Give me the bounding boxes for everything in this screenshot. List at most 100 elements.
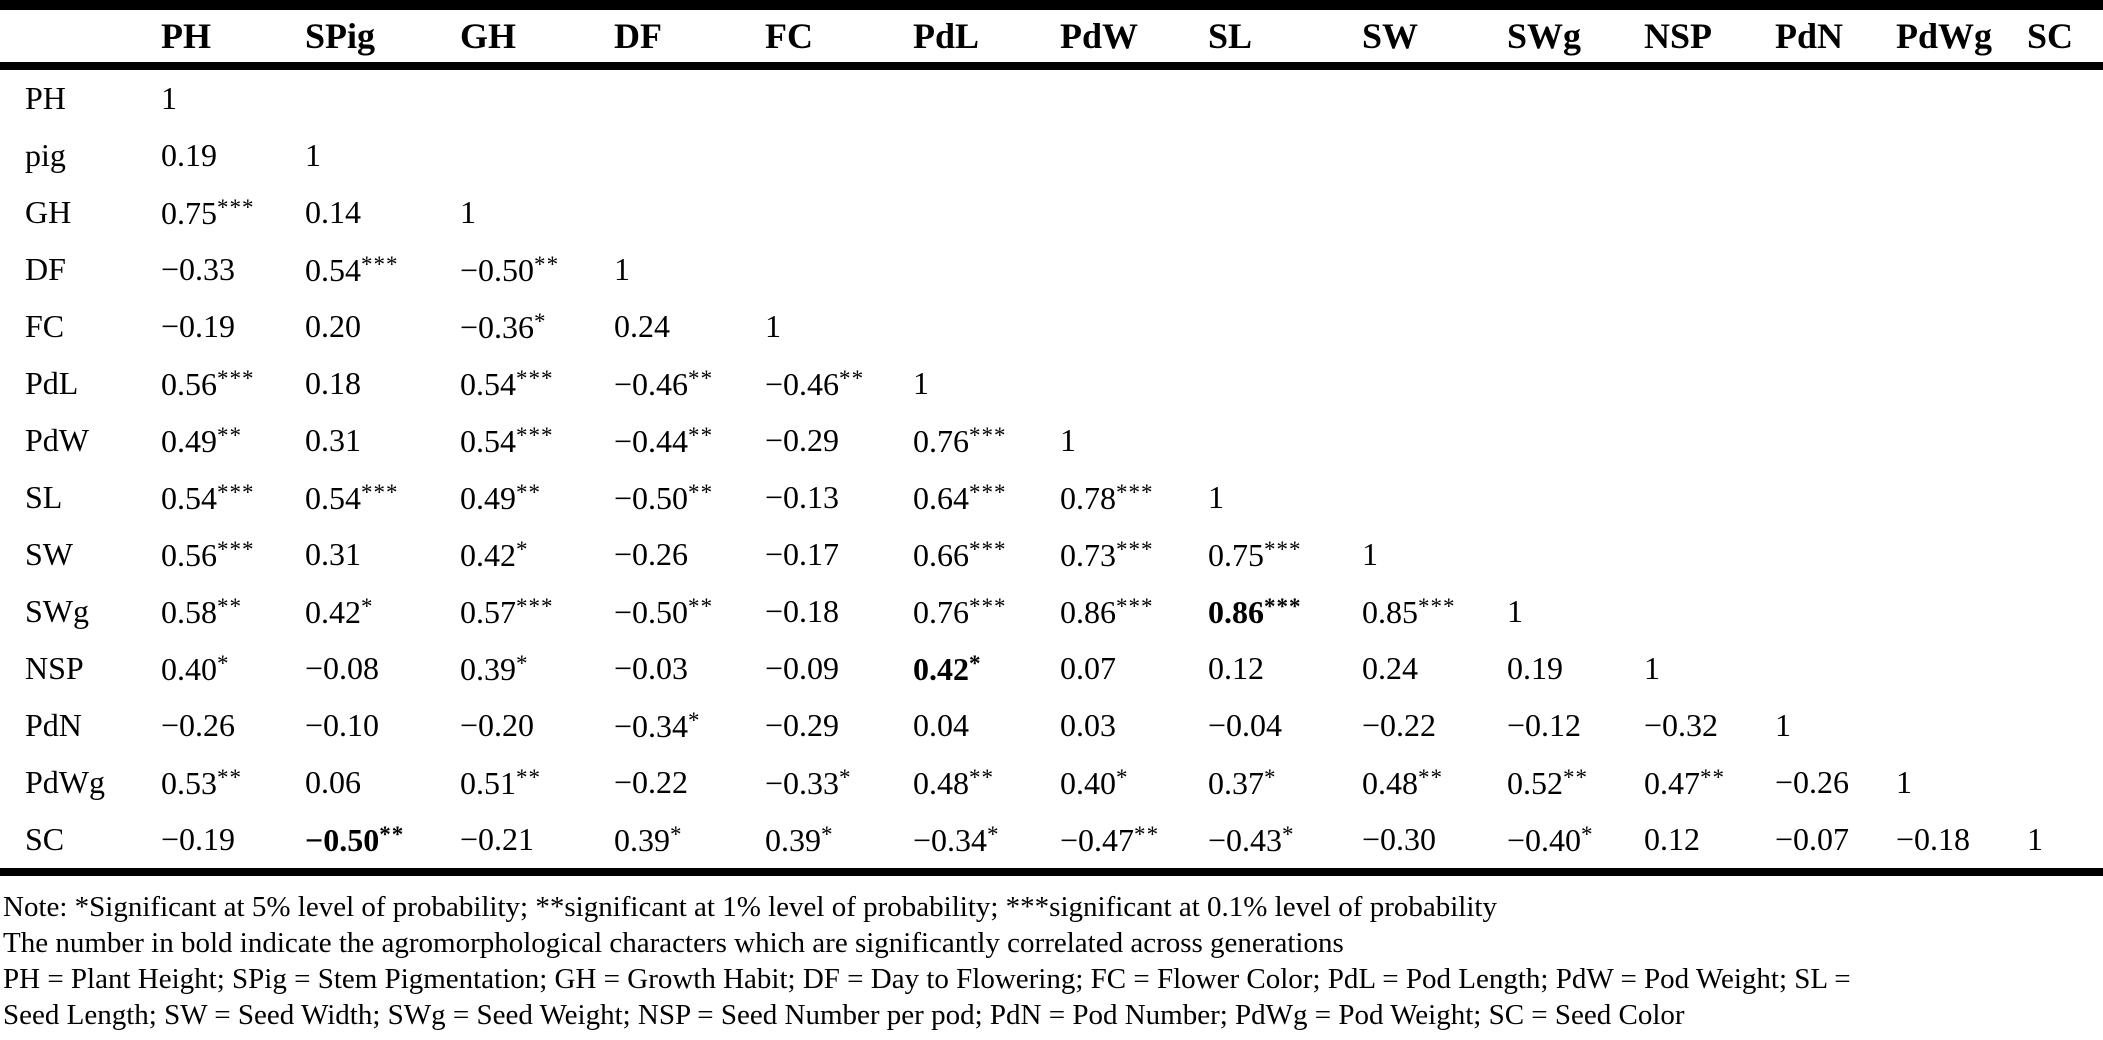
cell-PdL-GH: 0.54*** [460, 364, 554, 402]
table-row-SWg: SWg 0.58** 0.42* 0.57*** −0.50** −0.18 0.76***… [0, 583, 2103, 640]
significance-asterisks: * [670, 820, 683, 847]
cell-PdN-PdL: 0.04 [913, 707, 969, 743]
cell-PdN-PdW: 0.03 [1060, 707, 1116, 743]
cell-SW-SW: 1 [1362, 536, 1378, 572]
cell-pig-PdWg [1881, 127, 2012, 184]
col-header-PdW: PdW [1045, 10, 1193, 70]
cell-SWg-SPig: 0.42* [305, 592, 374, 630]
significance-asterisks: * [821, 820, 834, 847]
cell-SL-NSP [1629, 469, 1760, 526]
cell-pig-SPig: 1 [305, 137, 321, 173]
cell-PdL-PdWg [1881, 355, 2012, 412]
cell-GH-PdL [898, 184, 1045, 241]
col-header-PdN: PdN [1760, 10, 1881, 70]
significance-asterisks: *** [217, 535, 255, 562]
significance-asterisks: *** [969, 421, 1007, 448]
significance-asterisks: *** [217, 364, 255, 391]
cell-PH-GH [445, 66, 599, 127]
cell-FC-PH: −0.19 [161, 308, 236, 344]
cell-DF-PH: −0.33 [161, 251, 236, 287]
cell-GH-PH: 0.75*** [161, 193, 255, 231]
cell-PdW-PdWg [1881, 412, 2012, 469]
cell-SC-NSP: 0.12 [1644, 821, 1700, 857]
significance-asterisks: * [1282, 820, 1295, 847]
cell-DF-GH: −0.50** [460, 250, 560, 288]
significance-asterisks: * [1116, 763, 1129, 790]
significance-asterisks: * [1264, 763, 1277, 790]
cell-PH-SL [1193, 66, 1347, 127]
cell-PdN-PdWg [1881, 697, 2012, 754]
col-header-SC: SC [2012, 10, 2103, 70]
cell-PdWg-PH: 0.53** [161, 763, 243, 801]
significance-asterisks: ** [969, 763, 995, 790]
cell-GH-SPig: 0.14 [305, 194, 361, 230]
cell-PH-SWg [1492, 66, 1629, 127]
cell-PdW-PH: 0.49** [161, 421, 243, 459]
cell-NSP-SC [2012, 640, 2103, 697]
cell-SL-PdWg [1881, 469, 2012, 526]
significance-asterisks: * [987, 820, 1000, 847]
cell-SW-SC [2012, 526, 2103, 583]
cell-PdW-SW [1347, 412, 1492, 469]
cell-PdWg-NSP: 0.47** [1644, 763, 1726, 801]
col-header-GH: GH [445, 10, 599, 70]
cell-PH-SC [2012, 66, 2103, 127]
cell-PH-PdL [898, 66, 1045, 127]
row-header-SW: SW [25, 536, 73, 572]
cell-SL-SPig: 0.54*** [305, 478, 399, 516]
cell-pig-DF [599, 127, 750, 184]
cell-SW-PdN [1760, 526, 1881, 583]
col-header-FC: FC [750, 10, 898, 70]
cell-NSP-DF: −0.03 [614, 650, 689, 686]
correlation-table: PH SPig GH DF FC PdL PdW SL SW SWg NSP PdN PdWg SC PH… [0, 10, 2103, 876]
cell-PH-SW [1347, 66, 1492, 127]
table-row-pig: pig 0.19 1 [0, 127, 2103, 184]
cell-NSP-PdL: 0.42* [913, 649, 982, 687]
cell-PH-PdW [1045, 66, 1193, 127]
significance-asterisks: ** [516, 478, 542, 505]
row-header-PdL: PdL [25, 365, 79, 401]
significance-asterisks: ** [217, 592, 243, 619]
significance-asterisks: *** [361, 478, 399, 505]
cell-SW-SPig: 0.31 [305, 536, 361, 572]
cell-GH-SW [1347, 184, 1492, 241]
cell-pig-SL [1193, 127, 1347, 184]
cell-FC-SC [2012, 298, 2103, 355]
cell-DF-SL [1193, 241, 1347, 298]
cell-SL-SL: 1 [1208, 479, 1224, 515]
significance-asterisks: *** [1116, 478, 1154, 505]
cell-SL-FC: −0.13 [765, 479, 840, 515]
table-row-PH: PH 1 [0, 66, 2103, 127]
cell-PdN-SPig: −0.10 [305, 707, 380, 743]
table-row-SW: SW 0.56*** 0.31 0.42* −0.26 −0.17 0.66*** 0.73*… [0, 526, 2103, 583]
significance-asterisks: *** [1264, 592, 1302, 619]
cell-SW-PH: 0.56*** [161, 535, 255, 573]
corner-cell [0, 10, 146, 70]
cell-PdWg-GH: 0.51** [460, 763, 542, 801]
cell-DF-PdW [1045, 241, 1193, 298]
cell-GH-FC [750, 184, 898, 241]
cell-DF-PdN [1760, 241, 1881, 298]
cell-pig-PH: 0.19 [161, 137, 217, 173]
cell-PdWg-DF: −0.22 [614, 764, 689, 800]
cell-SWg-PdN [1760, 583, 1881, 640]
table-row-DF: DF −0.33 0.54*** −0.50** 1 [0, 241, 2103, 298]
significance-asterisks: *** [1116, 592, 1154, 619]
significance-asterisks: *** [1418, 592, 1456, 619]
cell-PdL-FC: −0.46** [765, 364, 865, 402]
cell-NSP-SW: 0.24 [1362, 650, 1418, 686]
cell-SWg-SL: 0.86*** [1208, 592, 1302, 630]
table-row-NSP: NSP 0.40* −0.08 0.39* −0.03 −0.09 0.42* 0.07 0.1… [0, 640, 2103, 697]
row-header-SL: SL [25, 479, 63, 515]
cell-SC-SPig: −0.50** [305, 820, 405, 858]
table-row-FC: FC −0.19 0.20 −0.36* 0.24 1 [0, 298, 2103, 355]
cell-FC-DF: 0.24 [614, 308, 670, 344]
cell-PdL-PdL: 1 [913, 365, 929, 401]
cell-SWg-DF: −0.50** [614, 592, 714, 630]
cell-PdL-PH: 0.56*** [161, 364, 255, 402]
row-header-PdWg: PdWg [25, 764, 105, 800]
cell-PdN-GH: −0.20 [460, 707, 535, 743]
cell-GH-PdW [1045, 184, 1193, 241]
col-header-PdL: PdL [898, 10, 1045, 70]
cell-pig-PdL [898, 127, 1045, 184]
